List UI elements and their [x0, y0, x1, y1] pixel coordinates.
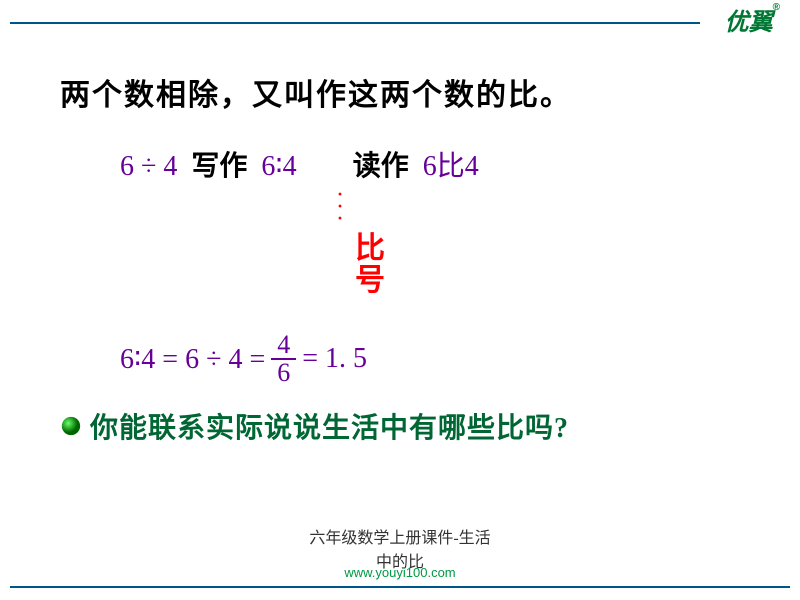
spacer — [304, 151, 346, 182]
logo-reg: ® — [773, 2, 780, 13]
notation-line: 6 ÷ 4 写作 6∶4 读作 6比4 — [120, 144, 740, 184]
read-as-label: 读作 — [353, 151, 416, 182]
expr-ratio: 6∶4 — [261, 151, 296, 182]
ratio-symbol-label: 比号 — [0, 233, 740, 297]
fraction: 4 6 — [271, 332, 296, 386]
expr-division: 6 ÷ 4 — [120, 151, 177, 182]
fraction-numerator: 4 — [271, 332, 296, 360]
brand-logo: 优翼® — [725, 2, 780, 37]
question-text: 你能联系实际说说生活中有哪些比吗? — [90, 406, 569, 446]
read-value: 6比4 — [423, 151, 479, 182]
prompt-question: 你能联系实际说说生活中有哪些比吗? — [60, 406, 740, 446]
top-rule — [10, 22, 700, 24]
bullet-icon — [60, 415, 82, 437]
definition-heading: 两个数相除，又叫作这两个数的比。 — [60, 70, 740, 114]
write-as-label: 写作 — [184, 151, 254, 182]
equation-line: 6∶4 = 6 ÷ 4 = 4 6 = 1. 5 — [120, 332, 740, 386]
eq-part2: = 1. 5 — [302, 343, 367, 375]
eq-part1: 6∶4 = 6 ÷ 4 = — [120, 342, 265, 376]
slide-content: 两个数相除，又叫作这两个数的比。 6 ÷ 4 写作 6∶4 读作 6比4 ···… — [0, 70, 800, 446]
pointer-dots: ··· — [0, 189, 680, 225]
fraction-denominator: 6 — [271, 360, 296, 386]
footer-url: www.youyi100.com — [0, 565, 800, 580]
logo-text: 优翼 — [725, 9, 773, 36]
bottom-rule — [10, 586, 790, 588]
